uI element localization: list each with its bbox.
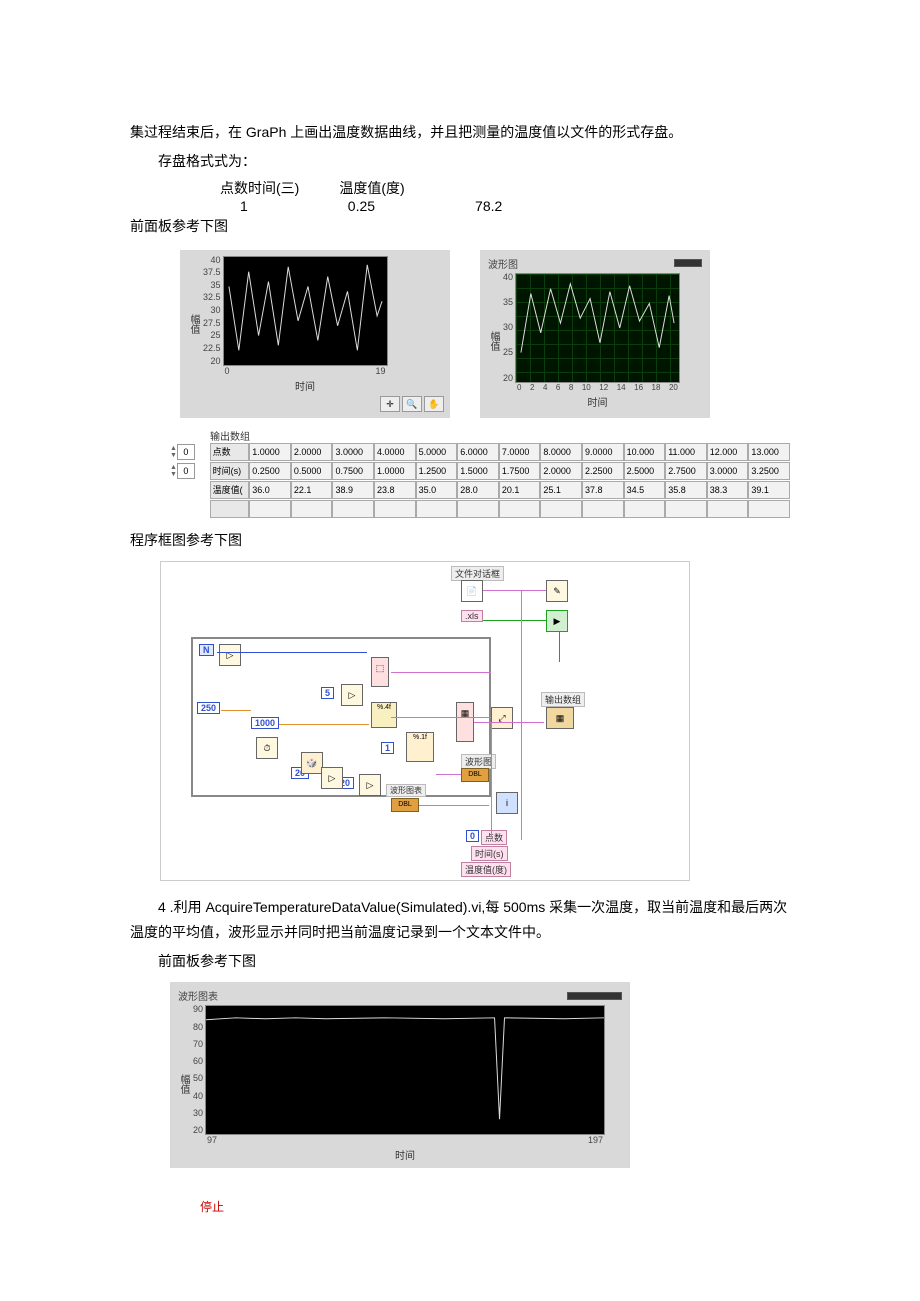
- q4-text: 4 .利用 AcquireTemperatureDataValue(Simula…: [130, 895, 790, 945]
- panel-ref-2: 前面板参考下图: [130, 949, 790, 974]
- chart-b-plot: [515, 273, 680, 383]
- col-header-1: 点数时间(三): [220, 178, 299, 198]
- format-icon: %.4f: [371, 702, 397, 728]
- chart-a-xlabel: 时间: [223, 378, 388, 393]
- wait-timer-icon: ⏱: [256, 737, 278, 759]
- example-val-3: 78.2: [475, 198, 502, 214]
- const-250: 250: [197, 702, 220, 714]
- chart-b-title: 波形图: [488, 256, 518, 271]
- path-icon: ▶: [546, 610, 568, 632]
- chart-a-yaxis: 40 37.5 35 32.5 30 27.5 25 22.5 20: [203, 256, 223, 366]
- chart-b-legend: [674, 259, 702, 267]
- const-1: 1: [381, 742, 394, 754]
- chart-b-yaxis: 40 35 30 25 20: [503, 273, 515, 383]
- chart-b-line: [521, 283, 674, 352]
- chart-a-ylabel: 幅值: [186, 314, 203, 334]
- waveform-chart-term: DBL: [391, 798, 419, 812]
- time-label: 时间(s): [471, 846, 508, 861]
- big-chart-xlabel: 时间: [205, 1147, 605, 1162]
- chart-a-tool-pan[interactable]: ✋: [424, 396, 444, 412]
- write-file-icon: ✎: [546, 580, 568, 602]
- big-waveform-chart: 波形图表 幅值 90 80 70 60 50 40 30 20 97 197 时…: [170, 982, 630, 1168]
- chart-a-line: [228, 264, 381, 349]
- big-chart-legend: [567, 992, 622, 1000]
- example-val-1: 1: [240, 198, 248, 214]
- chart-b-ylabel: 幅值: [486, 331, 503, 351]
- block-diagram: 文件对话框 📄 .xls ✎ ▶ N 250 1000 ⏱ 20 20 5 1 …: [160, 561, 690, 881]
- chart-a-tool-crosshair[interactable]: ✛: [380, 396, 400, 412]
- big-chart-ylabel: 幅值: [176, 1074, 193, 1094]
- temp-label: 温度值(度): [461, 862, 511, 877]
- intro-line-2: 存盘格式式为：: [130, 149, 790, 174]
- array-idx-0[interactable]: 0: [177, 444, 195, 460]
- add-icon-1: ▷: [341, 684, 363, 706]
- waveform-chart-b: 波形图 幅值 40 35 30 25 20 0 2: [480, 250, 710, 418]
- array-idx-1[interactable]: 0: [177, 463, 195, 479]
- pts-label: 点数: [481, 830, 507, 845]
- out-array-term: ▦: [546, 707, 574, 729]
- stop-label: 停止: [200, 1198, 790, 1215]
- file-dialog-icon: 📄: [461, 580, 483, 602]
- xls-label: .xls: [461, 610, 483, 622]
- index-icon: i: [496, 792, 518, 814]
- big-chart-line: [206, 1018, 604, 1119]
- big-chart-plot: [205, 1005, 605, 1135]
- random-icon: 🎲: [301, 752, 323, 774]
- const-n-i: N: [199, 644, 214, 656]
- multiply-icon-1: ▷: [321, 767, 343, 789]
- example-val-2: 0.25: [348, 198, 375, 214]
- build-2d-icon: ▦: [456, 702, 474, 742]
- big-chart-title: 波形图表: [178, 988, 218, 1003]
- divide-icon: ▷: [219, 644, 241, 666]
- col-header-2: 温度值(度): [339, 178, 404, 198]
- block-ref-label: 程序框图参考下图: [130, 528, 790, 553]
- out-array-label: 输出数组: [541, 692, 585, 707]
- big-chart-yaxis: 90 80 70 60 50 40 30 20: [193, 1005, 205, 1135]
- chart-b-xlabel: 时间: [515, 394, 680, 409]
- transpose-icon: ⤢: [491, 707, 513, 729]
- multiply-icon-2: ▷: [359, 774, 381, 796]
- waveform-chart-a: 幅值 40 37.5 35 32.5 30 27.5 25 22.5 20: [180, 250, 450, 418]
- panel-ref-label: 前面板参考下图: [130, 214, 790, 239]
- chart-a-plot: [223, 256, 388, 366]
- const-5: 5: [321, 687, 334, 699]
- output-array: 输出数组 ▲▼ 0 点数 1.0000 2.0000 3.0000 4.0000…: [170, 428, 790, 518]
- build-array-icon: ⬚: [371, 657, 389, 687]
- waveform-chart-label: 波形图表: [386, 784, 426, 797]
- bundle-icon: %.1f: [406, 732, 434, 762]
- chart-a-tool-zoom[interactable]: 🔍: [402, 396, 422, 412]
- const-1000: 1000: [251, 717, 279, 729]
- array-title: 输出数组: [210, 428, 790, 443]
- file-dialog-label: 文件对话框: [451, 566, 504, 581]
- waveform-graph-term: DBL: [461, 768, 489, 782]
- intro-line-1: 集过程结束后，在 GraPh 上画出温度数据曲线，并且把测量的温度值以文件的形式…: [130, 120, 790, 145]
- const-0: 0: [466, 830, 479, 842]
